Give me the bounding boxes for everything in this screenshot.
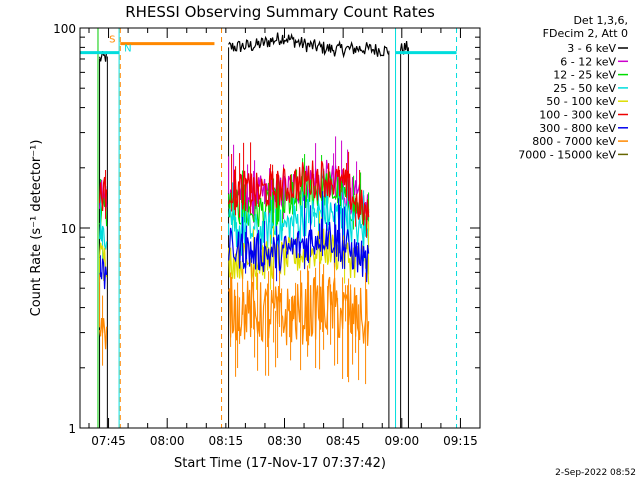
- y-axis-label: Count Rate (s⁻¹ detector⁻¹): [29, 140, 44, 317]
- legend-entry-label: 25 - 50 keV: [553, 82, 616, 95]
- legend-entry-label: 7000 - 15000 keV: [518, 148, 616, 161]
- overlay-s-label: S: [109, 35, 115, 46]
- series-trace: [228, 261, 370, 385]
- x-tick-label: 09:00: [385, 434, 420, 448]
- series-line: [228, 160, 370, 226]
- legend-entry-label: 800 - 7000 keV: [532, 135, 616, 148]
- series-trace: [99, 255, 108, 290]
- series-trace: [99, 274, 108, 366]
- footer-timestamp: 2-Sep-2022 08:52: [555, 468, 636, 478]
- series-line: [228, 32, 390, 59]
- series-trace: [99, 170, 108, 219]
- legend-entry-label: 50 - 100 keV: [546, 95, 616, 108]
- legend-entry-label: 6 - 12 keV: [560, 55, 616, 68]
- series-trace: [228, 142, 370, 238]
- series-trace: [400, 41, 409, 428]
- y-tick-label: 10: [61, 222, 76, 236]
- legend-entry-label: 100 - 300 keV: [539, 109, 616, 122]
- legend-header: FDecim 2, Att 0: [543, 27, 628, 40]
- overlay-n-label: N: [124, 44, 131, 55]
- x-axis-label: Start Time (17-Nov-17 07:37:42): [174, 456, 386, 471]
- x-tick-label: 08:00: [150, 434, 185, 448]
- legend-entry-label: 12 - 25 keV: [553, 69, 616, 82]
- y-tick-label: 1: [68, 422, 76, 436]
- legend-header: Det 1,3,6,: [573, 14, 628, 27]
- x-tick-label: 09:15: [443, 434, 478, 448]
- data-layer: SN: [80, 28, 458, 428]
- x-tick-label: 08:30: [267, 434, 302, 448]
- y-tick-label: 100: [53, 22, 76, 36]
- series-trace: [228, 32, 390, 428]
- chart-title: RHESSI Observing Summary Count Rates: [125, 3, 435, 21]
- x-tick-label: 08:45: [326, 434, 361, 448]
- axes: 1 10 100 07:45 08:00 08:15 08:30 08:45 09:00 09:1…: [53, 22, 481, 448]
- series-line: [400, 41, 409, 55]
- legend-entry-label: 300 - 800 keV: [539, 122, 616, 135]
- x-tick-label: 08:15: [209, 434, 244, 448]
- series-line: [99, 317, 108, 350]
- legend-entry-label: 3 - 6 keV: [567, 42, 616, 55]
- series-trace: [228, 191, 370, 283]
- x-tick-label: 07:45: [91, 434, 126, 448]
